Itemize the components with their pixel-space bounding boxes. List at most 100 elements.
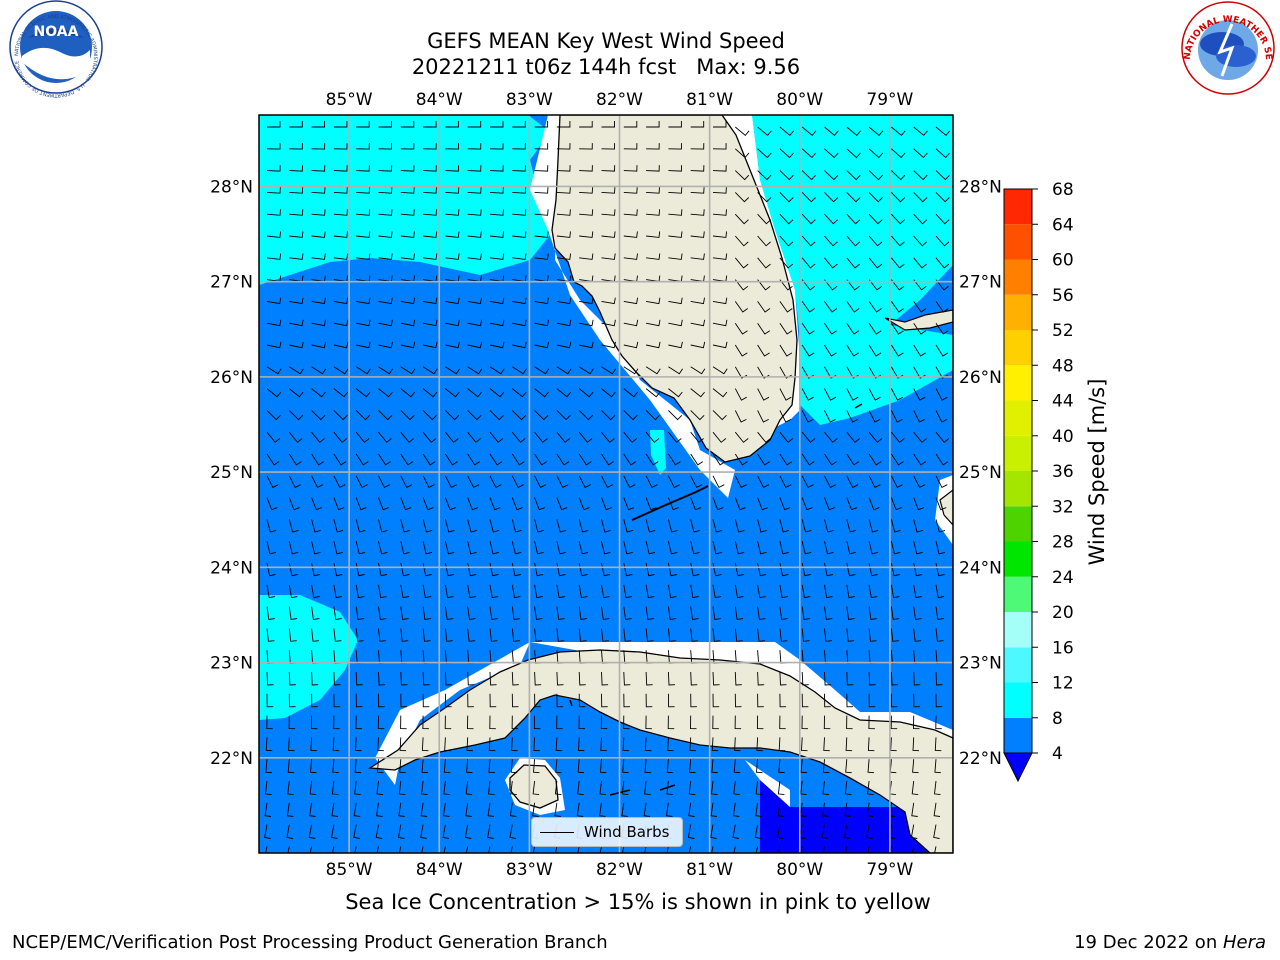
lon-tick-label: 79°W <box>866 860 913 880</box>
wind-barb <box>601 121 615 128</box>
wind-barb <box>331 824 338 839</box>
wind-barb <box>445 366 460 375</box>
wind-barb <box>556 431 571 443</box>
cuba-land <box>368 649 953 853</box>
wind-barb <box>667 584 677 599</box>
wind-barb <box>333 231 348 238</box>
wind-barb <box>690 366 706 375</box>
wind-barb <box>264 802 272 817</box>
wind-barb <box>511 475 524 489</box>
wind-barb <box>511 410 527 421</box>
wind-barb <box>712 143 727 150</box>
wind-barb <box>445 319 460 327</box>
wind-barb <box>556 497 568 511</box>
wind-barb <box>420 824 427 839</box>
wind-barb <box>465 802 472 817</box>
wind-barb <box>444 519 455 533</box>
wind-barb <box>289 187 304 194</box>
wind-barb <box>690 541 700 555</box>
wind-barb <box>601 497 612 511</box>
wind-barb <box>331 780 339 796</box>
wind-barb <box>534 475 547 489</box>
wind-barb <box>511 519 522 533</box>
wind-barb <box>712 497 724 511</box>
wind-barb <box>421 737 429 752</box>
wind-barb <box>400 431 414 443</box>
wind-barb <box>688 802 695 817</box>
wind-barb <box>866 802 874 817</box>
wind-barb <box>824 301 838 313</box>
lat-tick-label: 28°N <box>210 177 253 197</box>
colorbar-segment <box>1004 541 1032 577</box>
wind-barb <box>734 388 747 401</box>
wind-barb <box>356 187 371 194</box>
wind-barb <box>667 693 675 708</box>
wind-barb <box>868 584 878 599</box>
wind-barb <box>868 388 881 401</box>
wind-barb <box>311 341 327 349</box>
wind-barb <box>375 824 383 839</box>
wind-barb <box>710 802 718 817</box>
wind-barb <box>578 519 589 533</box>
wind-barb <box>779 431 794 443</box>
wind-barb <box>287 846 290 853</box>
wind-barb <box>400 366 416 375</box>
wind-barb <box>757 453 770 466</box>
wind-barb <box>444 671 453 686</box>
wind-barb <box>378 121 392 128</box>
wind-barb <box>867 759 875 774</box>
wind-barb <box>846 192 861 203</box>
wind-barb <box>868 257 883 269</box>
wind-barb <box>935 628 944 642</box>
wind-barb <box>467 231 482 238</box>
wind-barb <box>868 693 876 708</box>
colorbar-segment <box>1004 330 1032 366</box>
wind-barb <box>824 213 839 225</box>
wind-barb <box>423 253 438 260</box>
wind-barb <box>935 541 946 555</box>
wind-barb <box>890 671 899 686</box>
wind-barb <box>801 606 811 621</box>
wind-barb <box>400 671 408 686</box>
wind-barb <box>465 780 473 796</box>
wind-barb <box>890 497 902 511</box>
wind-barb <box>623 671 631 686</box>
wind-barb <box>712 187 727 194</box>
wind-barb <box>511 693 519 708</box>
wind-barb <box>868 170 883 181</box>
lon-tick-label: 82°W <box>596 860 643 880</box>
wind-barb <box>488 759 495 774</box>
wind-barb <box>844 846 848 853</box>
wind-barb <box>891 235 905 247</box>
wind-barb <box>890 606 900 621</box>
wind-barb <box>757 497 769 511</box>
wind-barb <box>667 671 676 686</box>
wind-barb <box>489 519 500 533</box>
wind-barb <box>668 366 683 375</box>
wind-barb <box>266 366 282 375</box>
wind-barb <box>355 475 368 489</box>
wind-barb <box>911 802 918 817</box>
wind-barb <box>779 497 791 511</box>
wind-barb <box>266 715 273 730</box>
wind-barb <box>400 187 415 194</box>
wind-barb <box>779 628 788 642</box>
wind-barb <box>868 453 882 466</box>
wind-barb <box>333 671 341 686</box>
wind-barb <box>757 126 772 137</box>
wind-barb <box>576 802 584 817</box>
wind-barb <box>665 802 673 817</box>
wind-barb <box>868 344 882 357</box>
wind-barb <box>534 606 543 621</box>
wind-barb <box>289 341 304 349</box>
wind-barb <box>266 519 277 533</box>
wind-barb <box>333 453 347 466</box>
wind-barb <box>913 148 928 159</box>
wind-barb <box>824 606 833 621</box>
wind-barb <box>399 759 406 774</box>
wind-barb <box>467 366 483 375</box>
wind-barb <box>601 475 614 489</box>
wind-barb <box>801 170 817 181</box>
wind-barb <box>445 253 460 260</box>
wind-barb <box>800 780 807 796</box>
